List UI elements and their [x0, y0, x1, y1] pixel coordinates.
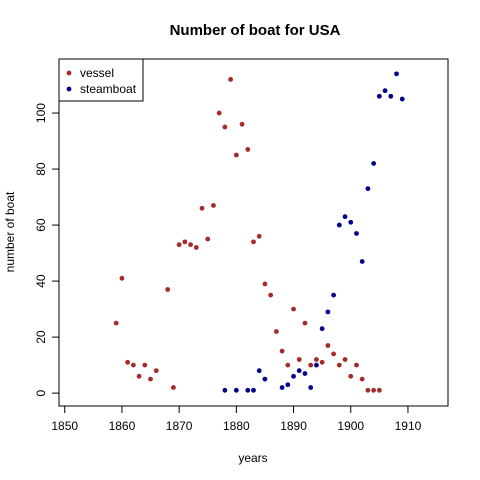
steamboat-point — [371, 161, 377, 166]
steamboat-point — [342, 214, 348, 220]
vessel-point — [193, 245, 199, 250]
x-tick-label: 1870 — [166, 419, 193, 433]
plot-frame — [58, 58, 449, 407]
legend-steamboat-label: steamboat — [80, 82, 137, 96]
y-tick-label: 60 — [34, 218, 48, 232]
vessel-point — [279, 348, 285, 354]
vessel-point — [171, 385, 176, 390]
x-tick-label: 1900 — [337, 419, 364, 433]
steamboat-point — [308, 385, 314, 390]
y-tick-label: 0 — [34, 389, 48, 396]
vessel-point — [136, 373, 142, 379]
steamboat-point — [251, 387, 256, 393]
vessel-point — [182, 239, 188, 245]
x-tick-label: 1860 — [109, 419, 136, 433]
vessel-point — [119, 275, 125, 281]
y-tick-label: 40 — [34, 274, 48, 288]
vessel-point — [273, 329, 279, 334]
y-tick-label: 20 — [34, 330, 48, 344]
vessel-point — [262, 281, 268, 287]
vessel-point — [342, 357, 348, 362]
steamboat-point — [314, 362, 319, 368]
chart-title: Number of boat for USA — [170, 22, 341, 39]
legend-vessel-marker — [66, 70, 72, 76]
steamboat-point — [222, 387, 228, 393]
vessel-point — [359, 376, 365, 382]
steamboat-point — [279, 385, 285, 390]
steamboat-point — [245, 387, 251, 393]
y-tick-label: 80 — [34, 162, 48, 176]
vessel-point — [142, 362, 148, 368]
vessel-point — [371, 387, 377, 393]
steamboat-point — [285, 382, 291, 388]
vessel-point — [205, 236, 211, 242]
steamboat-point — [359, 259, 365, 264]
vessel-point — [319, 359, 325, 365]
steamboat-point — [388, 93, 394, 99]
vessel-point — [348, 373, 354, 379]
y-tick-label: 100 — [34, 103, 48, 123]
vessel-point — [325, 343, 331, 348]
vessel-point — [365, 387, 371, 393]
legend-steamboat-marker — [66, 86, 72, 92]
steamboat-point — [331, 292, 336, 298]
vessel-point — [268, 292, 274, 298]
steamboat-point — [365, 186, 371, 192]
legend: vessel steamboat — [58, 58, 144, 102]
steamboat-point — [262, 376, 268, 382]
vessel-point — [113, 320, 119, 326]
legend-box — [58, 58, 144, 102]
vessel-point — [354, 362, 359, 368]
vessel-point — [336, 362, 342, 368]
vessel-point — [239, 121, 245, 127]
x-tick-label: 1890 — [280, 419, 307, 433]
legend-vessel-label: vessel — [80, 66, 114, 80]
vessel-point — [228, 77, 234, 82]
vessel-point — [314, 357, 319, 362]
y-axis-label: number of boat — [3, 191, 17, 272]
steamboat-point — [296, 368, 302, 374]
vessel-point — [302, 320, 308, 326]
vessel-point — [233, 152, 239, 158]
x-tick-label: 1880 — [223, 419, 250, 433]
vessel-point — [165, 287, 171, 292]
vessel-point — [216, 110, 222, 116]
steamboat-point — [336, 222, 342, 228]
steamboat-point — [382, 88, 388, 94]
steamboat-point — [354, 231, 359, 236]
steamboat-point — [325, 309, 331, 315]
vessel-point — [251, 239, 256, 245]
vessel-point — [176, 242, 182, 248]
steamboat-point — [256, 368, 262, 374]
steamboat-point — [348, 219, 354, 225]
vessel-point — [291, 306, 296, 312]
vessel-point — [153, 368, 159, 374]
vessel-point — [188, 242, 193, 248]
x-axis-label: years — [238, 451, 267, 465]
vessel-point — [148, 376, 153, 382]
steamboat-point — [291, 373, 296, 379]
vessel-point — [296, 357, 302, 362]
steamboat-point — [394, 71, 399, 77]
vessel-point — [331, 351, 336, 357]
vessel-point — [199, 205, 205, 211]
vessel-point — [130, 362, 136, 368]
steamboat-point — [399, 96, 405, 102]
vessel-point — [308, 362, 314, 368]
steamboat-point — [319, 326, 325, 332]
steamboat-point — [302, 371, 308, 376]
steamboat-point — [233, 387, 239, 393]
vessel-point — [245, 147, 251, 152]
vessel-point — [125, 359, 131, 365]
x-tick-label: 1850 — [51, 419, 78, 433]
vessel-point — [256, 233, 262, 239]
x-tick-label: 1910 — [395, 419, 422, 433]
steamboat-point — [376, 93, 382, 99]
vessel-point — [222, 124, 228, 130]
vessel-point — [211, 203, 216, 208]
vessel-point — [376, 387, 382, 393]
vessel-point — [285, 362, 291, 368]
